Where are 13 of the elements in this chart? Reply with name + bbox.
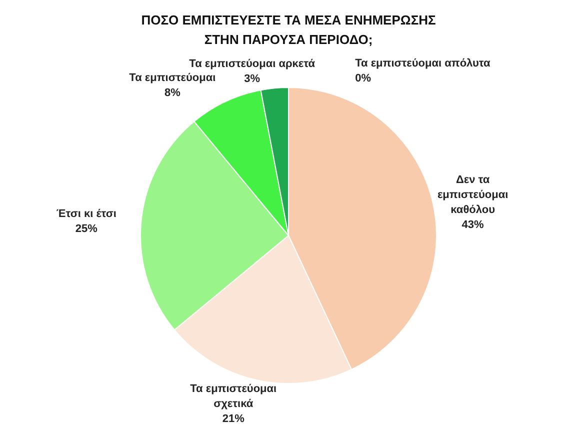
data-label: 43% [462, 219, 484, 232]
slice-label: Τα εμπιστεύομαι [129, 72, 216, 84]
chart-title: ΠΟΣΟ ΕΜΠΙΣΤΕΥΕΣΤΕ ΤΑ ΜΕΣΑ ΕΝΗΜΕΡΩΣΗΣ ΣΤΗΝ ΠΑΡΟΥΣΑ ΠΕΡΙΟΔΟ; [141, 12, 436, 47]
slice-label: Τα εμπιστεύομαι σχετικά [190, 382, 277, 410]
category-label: Τα εμπιστεύομαι απόλυτα [355, 58, 490, 70]
slice-label: Τα εμπιστεύομαι αρκετά [189, 58, 316, 70]
data-label: 3% [244, 73, 260, 86]
data-label: 8% [164, 86, 181, 99]
data-label: 21% [222, 412, 245, 425]
data-label: 25% [75, 222, 98, 235]
slice-label: Δεν τα εμπιστεύομαι καθόλου [437, 174, 508, 216]
slice-label: Έτσι κι έτσι [56, 208, 116, 220]
text: 0% [355, 72, 372, 85]
